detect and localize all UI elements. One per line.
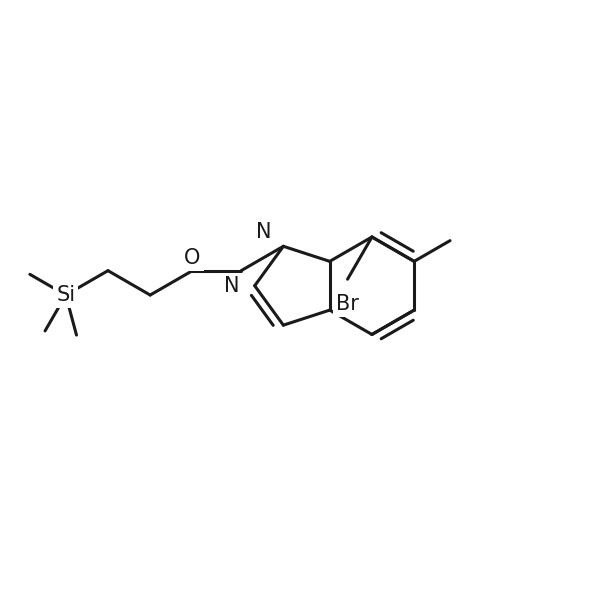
Text: Br: Br [336,294,359,314]
Text: O: O [184,248,200,268]
Text: N: N [256,221,271,242]
Text: N: N [224,276,240,296]
Text: Si: Si [56,285,76,305]
